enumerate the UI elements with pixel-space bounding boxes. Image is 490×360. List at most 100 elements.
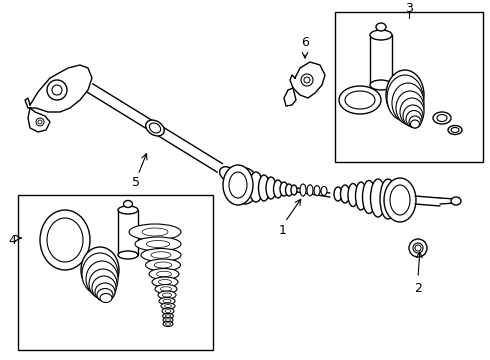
Ellipse shape bbox=[165, 305, 172, 307]
Ellipse shape bbox=[149, 123, 161, 133]
Ellipse shape bbox=[229, 172, 247, 198]
Bar bbox=[118, 210, 138, 255]
Ellipse shape bbox=[135, 237, 181, 251]
Ellipse shape bbox=[163, 299, 171, 303]
Ellipse shape bbox=[363, 180, 375, 213]
Ellipse shape bbox=[400, 98, 424, 126]
Ellipse shape bbox=[291, 185, 297, 195]
Ellipse shape bbox=[163, 293, 172, 297]
Ellipse shape bbox=[387, 75, 423, 121]
Ellipse shape bbox=[301, 74, 313, 86]
Ellipse shape bbox=[386, 70, 424, 120]
Ellipse shape bbox=[154, 262, 172, 268]
Ellipse shape bbox=[146, 120, 164, 136]
Ellipse shape bbox=[162, 308, 174, 314]
Ellipse shape bbox=[47, 80, 67, 100]
Ellipse shape bbox=[147, 240, 170, 248]
Ellipse shape bbox=[118, 251, 138, 259]
Ellipse shape bbox=[86, 261, 118, 297]
Ellipse shape bbox=[266, 177, 276, 199]
Ellipse shape bbox=[314, 186, 320, 195]
Bar bbox=[335, 12, 483, 162]
Ellipse shape bbox=[451, 127, 459, 132]
Ellipse shape bbox=[345, 91, 375, 109]
Ellipse shape bbox=[38, 120, 42, 124]
Ellipse shape bbox=[448, 126, 462, 135]
Ellipse shape bbox=[228, 173, 240, 183]
Ellipse shape bbox=[142, 228, 168, 236]
Text: 4: 4 bbox=[8, 234, 16, 247]
Ellipse shape bbox=[92, 276, 116, 300]
Ellipse shape bbox=[47, 218, 83, 262]
Ellipse shape bbox=[259, 175, 270, 201]
Ellipse shape bbox=[156, 271, 172, 277]
Ellipse shape bbox=[307, 185, 313, 196]
Ellipse shape bbox=[348, 184, 358, 207]
Ellipse shape bbox=[95, 283, 115, 301]
Ellipse shape bbox=[220, 167, 236, 181]
Ellipse shape bbox=[451, 197, 461, 205]
Ellipse shape bbox=[36, 118, 44, 126]
Ellipse shape bbox=[300, 184, 306, 196]
Ellipse shape bbox=[409, 116, 421, 128]
Ellipse shape bbox=[232, 168, 258, 204]
Ellipse shape bbox=[40, 210, 90, 270]
Ellipse shape bbox=[415, 245, 421, 251]
Ellipse shape bbox=[155, 284, 177, 293]
Ellipse shape bbox=[163, 321, 173, 327]
Ellipse shape bbox=[129, 224, 181, 240]
Ellipse shape bbox=[100, 293, 112, 302]
Ellipse shape bbox=[146, 259, 180, 271]
Ellipse shape bbox=[370, 179, 386, 217]
Bar bbox=[18, 195, 213, 350]
Ellipse shape bbox=[370, 30, 392, 40]
Ellipse shape bbox=[158, 291, 176, 299]
Ellipse shape bbox=[163, 318, 173, 323]
Ellipse shape bbox=[392, 83, 424, 123]
Ellipse shape bbox=[304, 77, 310, 83]
Ellipse shape bbox=[223, 165, 253, 205]
Ellipse shape bbox=[149, 269, 179, 279]
Ellipse shape bbox=[403, 105, 423, 127]
Ellipse shape bbox=[396, 91, 424, 125]
Ellipse shape bbox=[437, 114, 447, 122]
Ellipse shape bbox=[97, 288, 113, 302]
Ellipse shape bbox=[409, 239, 427, 257]
Ellipse shape bbox=[286, 184, 293, 196]
Ellipse shape bbox=[249, 172, 263, 202]
Text: 3: 3 bbox=[405, 1, 413, 14]
Ellipse shape bbox=[141, 248, 181, 261]
Ellipse shape bbox=[334, 187, 342, 201]
Ellipse shape bbox=[280, 182, 288, 196]
Ellipse shape bbox=[321, 186, 327, 195]
Ellipse shape bbox=[411, 120, 419, 128]
Ellipse shape bbox=[165, 310, 171, 312]
Text: 1: 1 bbox=[279, 224, 287, 237]
Ellipse shape bbox=[339, 86, 381, 114]
Text: 5: 5 bbox=[132, 176, 140, 189]
Ellipse shape bbox=[82, 253, 118, 295]
Ellipse shape bbox=[433, 112, 451, 124]
Ellipse shape bbox=[163, 314, 173, 319]
Ellipse shape bbox=[166, 323, 171, 325]
Ellipse shape bbox=[161, 287, 171, 291]
Bar bbox=[370, 35, 392, 85]
Ellipse shape bbox=[380, 179, 396, 219]
Ellipse shape bbox=[159, 297, 175, 305]
Ellipse shape bbox=[151, 252, 171, 258]
Ellipse shape bbox=[118, 206, 138, 214]
Ellipse shape bbox=[273, 180, 283, 198]
Ellipse shape bbox=[370, 80, 392, 90]
Ellipse shape bbox=[81, 247, 119, 293]
Ellipse shape bbox=[165, 315, 171, 317]
Ellipse shape bbox=[341, 185, 349, 203]
Ellipse shape bbox=[406, 111, 422, 127]
Ellipse shape bbox=[152, 277, 178, 287]
Text: 2: 2 bbox=[414, 282, 422, 294]
Ellipse shape bbox=[166, 319, 171, 321]
Ellipse shape bbox=[52, 85, 62, 95]
Text: 6: 6 bbox=[301, 36, 309, 49]
Ellipse shape bbox=[161, 303, 175, 309]
Ellipse shape bbox=[356, 182, 367, 210]
Ellipse shape bbox=[158, 279, 172, 284]
